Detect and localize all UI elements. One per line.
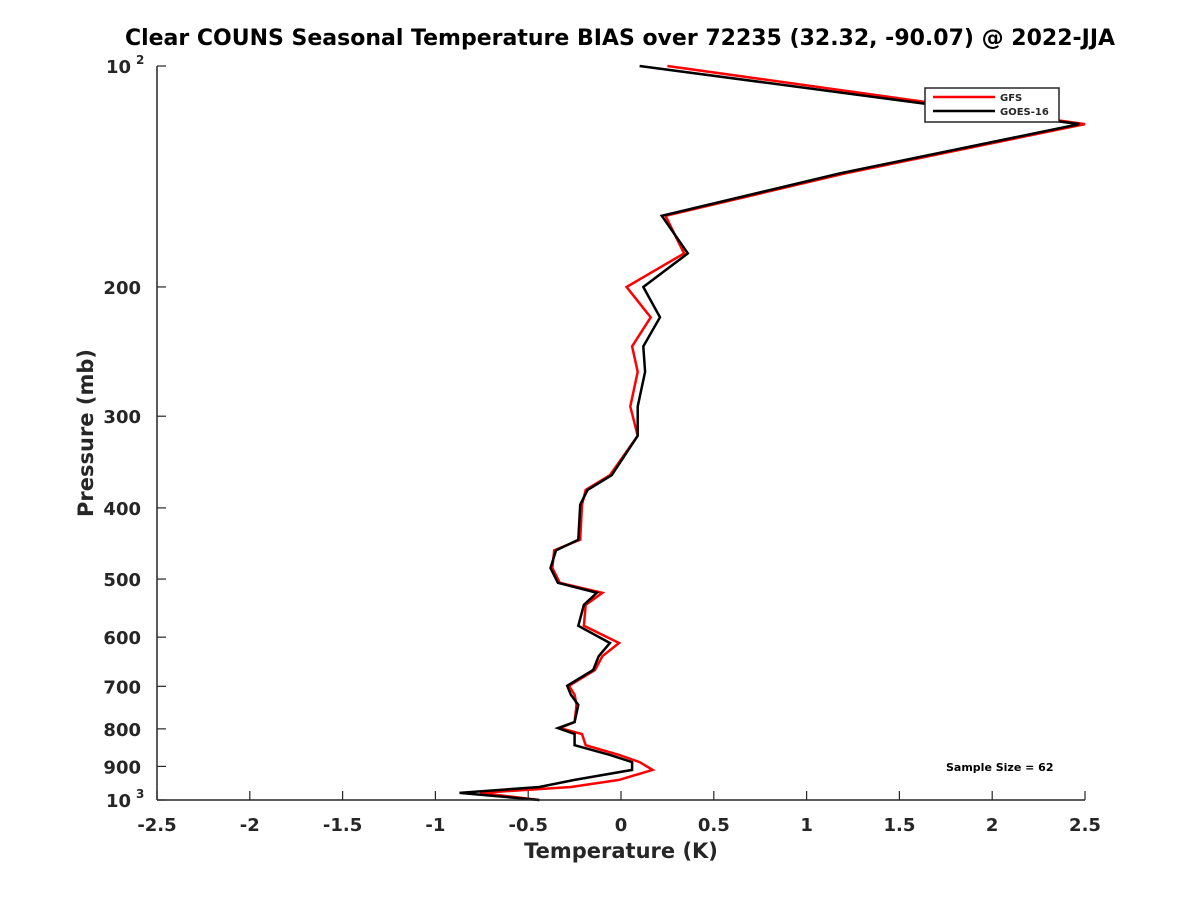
y-tick-label: 300 — [103, 407, 141, 428]
x-tick-label: 0.5 — [698, 815, 730, 836]
y-tick-exponent: 3 — [136, 787, 144, 801]
x-tick-label: 0 — [615, 815, 628, 836]
x-tick-label: -2.5 — [137, 815, 176, 836]
legend-box — [924, 87, 1060, 123]
y-tick-label: 200 — [103, 278, 141, 299]
y-tick-label: 10 — [106, 57, 131, 78]
legend-label-goes: GOES-16 — [1000, 107, 1049, 118]
x-tick-label: 1.5 — [883, 815, 915, 836]
x-tick-label: -2 — [240, 815, 260, 836]
y-tick-label: 10 — [106, 791, 131, 812]
y-tick-exponent: 2 — [136, 53, 144, 67]
series-line-goes-16 — [459, 64, 1080, 802]
sample-size-annotation: Sample Size = 62 — [946, 761, 1053, 774]
x-tick-label: -1 — [425, 815, 445, 836]
y-tick-label: 500 — [103, 570, 141, 591]
y-tick-label: 700 — [103, 677, 141, 698]
x-axis-label: Temperature (K) — [524, 839, 718, 863]
x-tick-label: 2 — [986, 815, 999, 836]
chart-title: Clear COUNS Seasonal Temperature BIAS ov… — [125, 26, 1115, 51]
y-tick-label: 400 — [103, 499, 141, 520]
y-tick-label: 900 — [103, 757, 141, 778]
series-line-gfs — [479, 64, 1086, 802]
x-tick-label: -1.5 — [323, 815, 362, 836]
x-tick-label: 1 — [800, 815, 813, 836]
y-tick-label: 800 — [103, 720, 141, 741]
y-axis-label: Pressure (mb) — [74, 349, 98, 517]
legend: GFS GOES-16 — [924, 87, 1060, 123]
y-tick-label: 600 — [103, 628, 141, 649]
x-tick-label: -0.5 — [509, 815, 548, 836]
legend-label-gfs: GFS — [1000, 93, 1022, 104]
x-tick-label: 2.5 — [1069, 815, 1101, 836]
